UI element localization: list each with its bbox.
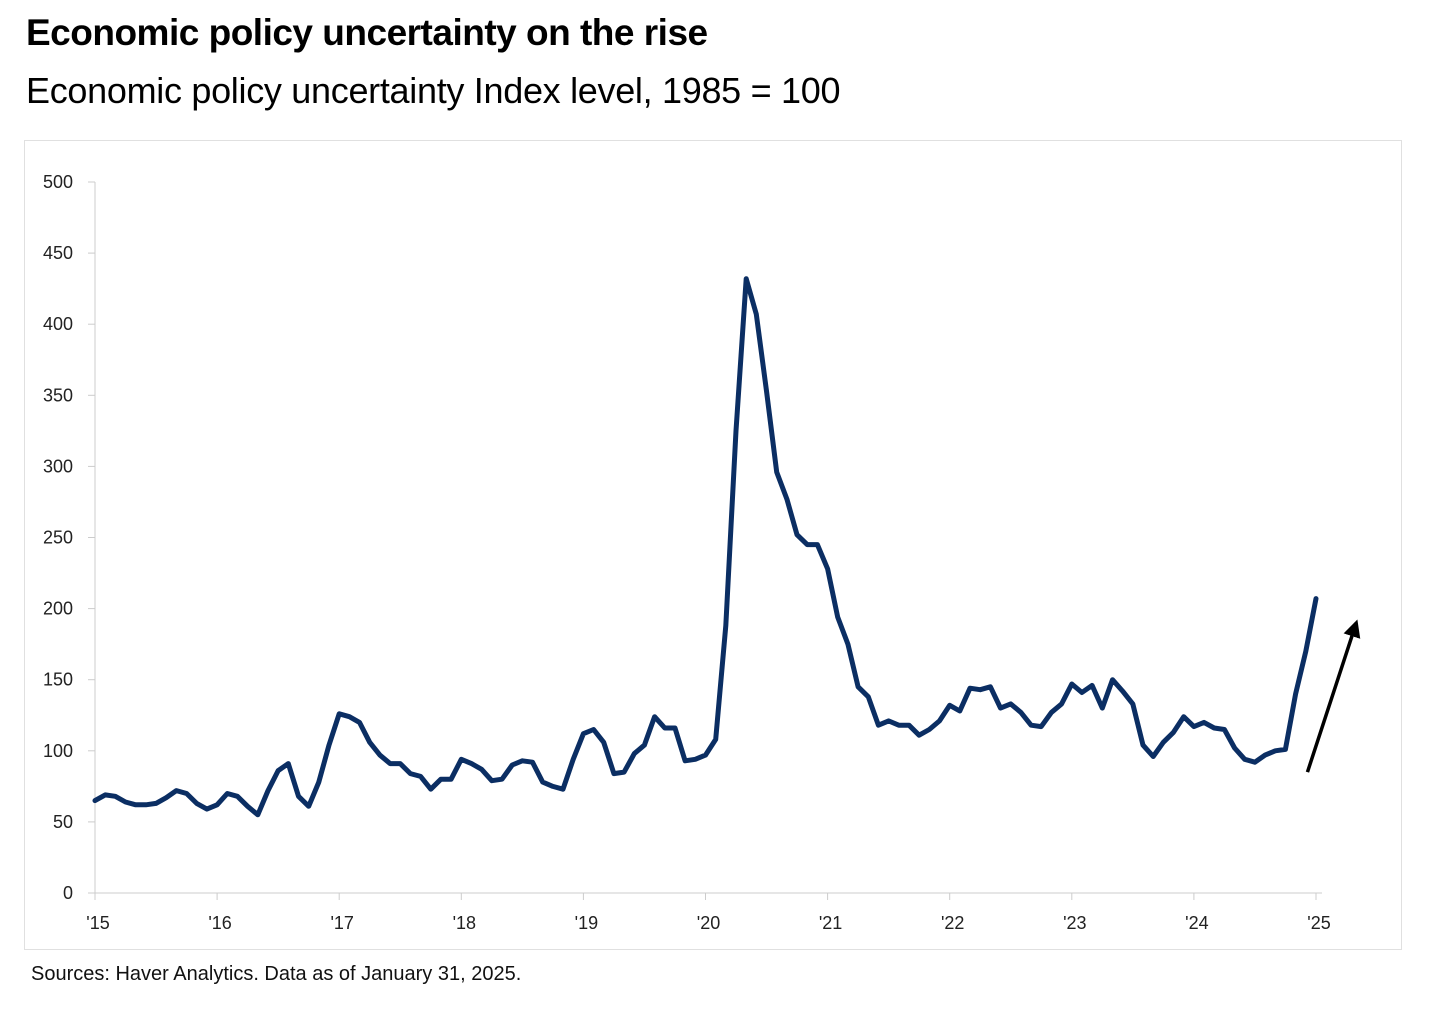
y-tick-label: 500: [43, 172, 73, 192]
annotations: [1305, 619, 1361, 773]
y-tick-label: 50: [53, 812, 73, 832]
x-tick-label: '18: [453, 913, 476, 933]
x-tick-label: '24: [1185, 913, 1208, 933]
source-note: Sources: Haver Analytics. Data as of Jan…: [31, 963, 522, 985]
y-tick-label: 200: [43, 599, 73, 619]
chart-frame: [24, 140, 1402, 950]
y-tick-label: 450: [43, 243, 73, 263]
y-tick-label: 250: [43, 528, 73, 548]
chart-subtitle: Economic policy uncertainty Index level,…: [26, 70, 841, 111]
x-tick-label: '17: [330, 913, 353, 933]
series-group: [92, 276, 1319, 818]
x-axis-ticks: '15 '16 '17 '18 '19 '20 '21 '22 '23 '24 '25: [86, 893, 1331, 933]
y-tick-label: 350: [43, 385, 73, 405]
chart-title: Economic policy uncertainty on the rise: [26, 12, 708, 53]
series-line: [92, 276, 1319, 818]
x-tick-label: '22: [941, 913, 964, 933]
x-tick-label: '20: [697, 913, 720, 933]
y-tick-label: 0: [63, 883, 73, 903]
x-tick-label: '23: [1063, 913, 1086, 933]
y-tick-label: 150: [43, 670, 73, 690]
y-axis-ticks: 0 50 100 150 200 250 300 350 400 450 500: [43, 172, 95, 903]
y-tick-label: 100: [43, 741, 73, 761]
x-tick-label: '16: [208, 913, 231, 933]
trend-arrow: [1305, 619, 1361, 773]
y-tick-label: 300: [43, 456, 73, 476]
axes: [89, 182, 1322, 894]
x-tick-label: '15: [86, 913, 109, 933]
x-tick-label: '21: [819, 913, 842, 933]
x-tick-label: '19: [575, 913, 598, 933]
x-tick-label: '25: [1307, 913, 1330, 933]
y-tick-label: 400: [43, 314, 73, 334]
